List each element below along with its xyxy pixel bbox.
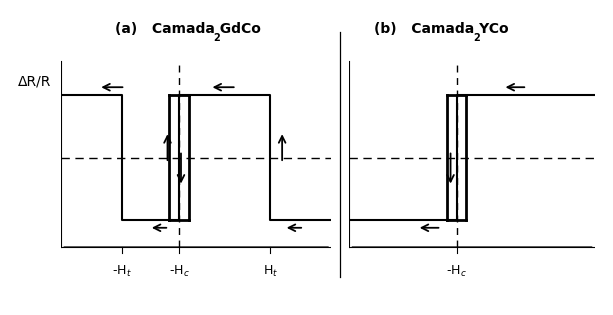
Text: 2: 2: [214, 33, 221, 43]
Text: (a)   Camada GdCo: (a) Camada GdCo: [115, 22, 261, 36]
Text: -H$_c$: -H$_c$: [446, 264, 467, 279]
Text: -H$_c$: -H$_c$: [169, 264, 189, 279]
Text: (b)   Camada YCo: (b) Camada YCo: [374, 22, 509, 36]
Text: ΔR/R: ΔR/R: [18, 75, 51, 89]
Text: -H$_t$: -H$_t$: [112, 264, 132, 279]
Text: H$_t$: H$_t$: [263, 264, 278, 279]
Text: 2: 2: [473, 33, 480, 43]
